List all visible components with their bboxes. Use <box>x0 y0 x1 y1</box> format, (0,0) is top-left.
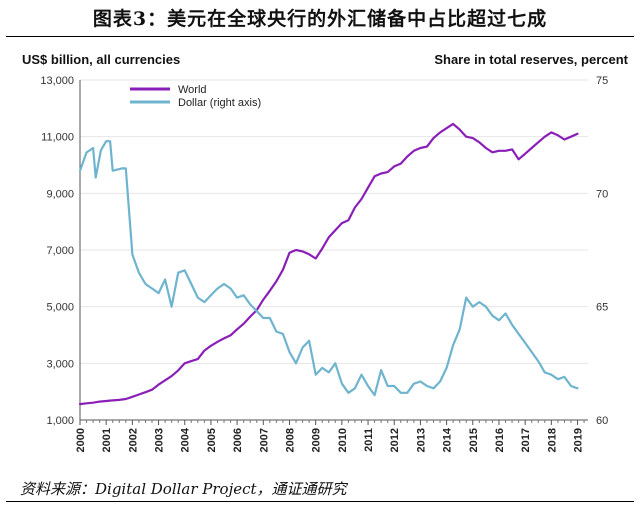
right-tick-label: 70 <box>596 188 608 200</box>
right-tick-label: 65 <box>596 302 608 314</box>
x-tick-label: 2017 <box>520 428 532 452</box>
grid <box>80 79 588 421</box>
left-tick-label: 3,000 <box>46 358 74 370</box>
x-tick-label: 2003 <box>154 428 166 452</box>
series-lines <box>78 122 579 406</box>
x-tick-label: 2010 <box>337 428 349 452</box>
legend: World Dollar (right axis) <box>130 84 261 109</box>
bottom-divider <box>6 501 634 502</box>
x-tick-label: 2019 <box>573 428 585 452</box>
right-tick-label: 60 <box>596 415 608 427</box>
x-tick-label: 2018 <box>546 428 558 452</box>
left-tick-label: 7,000 <box>46 245 74 257</box>
series-line-world <box>78 122 579 406</box>
source-note: 资料来源：Digital Dollar Project，通证通研究 <box>20 480 347 498</box>
series-line-dollar <box>78 140 579 397</box>
x-tick-label: 2007 <box>258 428 270 452</box>
reserves-line-chart: 1,000 3,000 5,000 7,000 9,000 11,000 13,000 60 6… <box>40 75 608 452</box>
left-tick-label: 1,000 <box>46 415 74 427</box>
x-tick-label: 2014 <box>442 427 454 452</box>
legend-label-world: World <box>178 84 207 96</box>
left-tick-label: 13,000 <box>40 75 74 87</box>
x-tick-label: 2011 <box>363 428 375 452</box>
x-tick-label: 2016 <box>494 428 506 452</box>
x-tick-label: 2006 <box>232 428 244 452</box>
left-tick-label: 5,000 <box>46 302 74 314</box>
page-title: 图表3：美元在全球央行的外汇储备中占比超过七成 <box>92 8 548 30</box>
x-tick-label: 2012 <box>389 428 401 452</box>
x-tick-label: 2004 <box>180 427 192 452</box>
tick-labels: 1,000 3,000 5,000 7,000 9,000 11,000 13,000 60 6… <box>40 75 608 452</box>
x-tick-label: 2000 <box>75 428 87 452</box>
x-tick-label: 2015 <box>468 428 480 452</box>
right-axis-title: Share in total reserves, percent <box>434 52 628 67</box>
x-tick-label: 2013 <box>415 428 427 452</box>
legend-label-dollar: Dollar (right axis) <box>178 97 261 109</box>
left-tick-label: 11,000 <box>41 132 74 144</box>
left-axis-title: US$ billion, all currencies <box>22 52 181 67</box>
x-tick-label: 2009 <box>311 428 323 452</box>
title-divider <box>6 36 634 37</box>
x-tick-label: 2001 <box>101 428 113 452</box>
left-tick-label: 9,000 <box>46 188 74 200</box>
right-tick-label: 75 <box>596 75 608 87</box>
x-tick-label: 2008 <box>284 428 296 452</box>
x-tick-label: 2002 <box>127 428 139 452</box>
x-tick-label: 2005 <box>206 428 218 452</box>
